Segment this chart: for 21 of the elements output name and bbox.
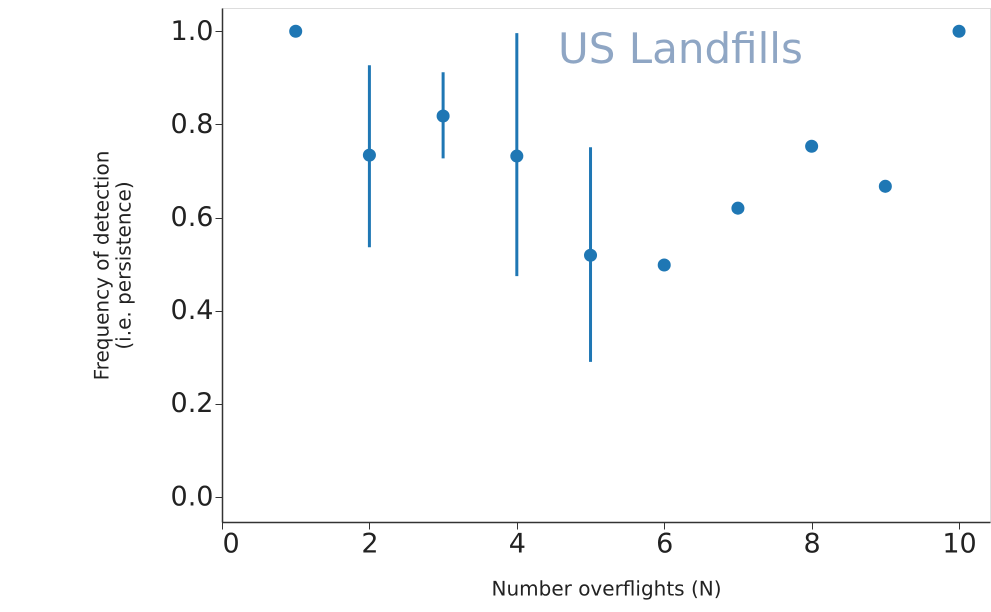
y-tick-label: 0.2: [170, 388, 214, 420]
x-axis-title: Number overflights (N): [491, 576, 722, 600]
y-tick-label: 0.0: [170, 481, 214, 512]
point: [952, 24, 966, 38]
point: [805, 140, 818, 153]
x-tick-label: 4: [508, 528, 526, 560]
x-tick-label: 10: [942, 528, 977, 560]
annotation: US Landfills: [558, 24, 803, 73]
point: [658, 258, 671, 272]
y-tick-label: 1.0: [170, 16, 214, 47]
y-tick-label: 0.6: [170, 202, 214, 234]
y-tick-label: 0.4: [170, 295, 214, 326]
point: [731, 202, 744, 215]
y-axis-title: Frequency of detection (i.e. persistence): [90, 150, 136, 380]
y-tick-label: 0.8: [170, 108, 214, 140]
x-tick-label: 8: [804, 528, 821, 560]
point: [878, 180, 892, 193]
x-tick-label: 2: [361, 528, 379, 560]
x-tick-label: 0: [222, 528, 240, 560]
point: [289, 24, 302, 38]
x-tick-label: 6: [656, 528, 674, 560]
